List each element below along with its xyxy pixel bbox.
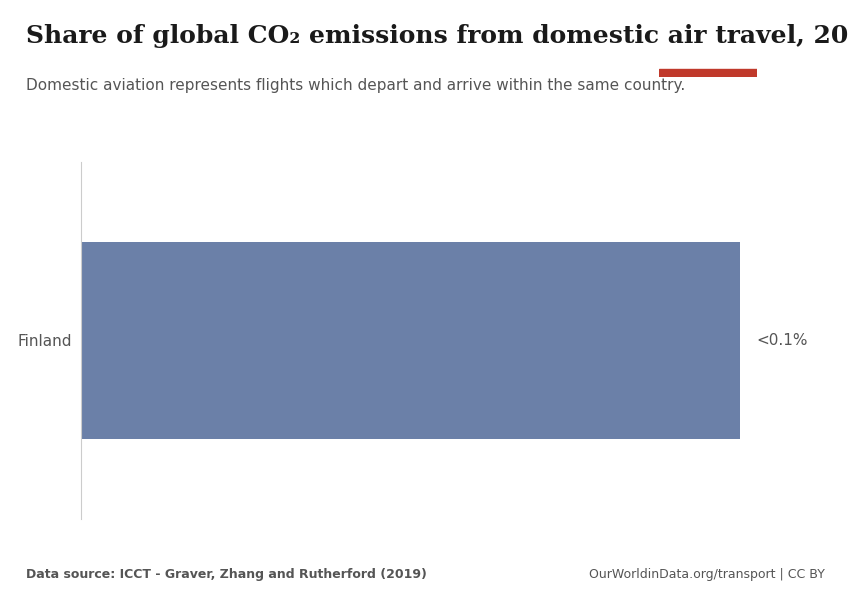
- Bar: [659, 69, 756, 77]
- Text: Data source: ICCT - Graver, Zhang and Rutherford (2019): Data source: ICCT - Graver, Zhang and Ru…: [26, 568, 427, 581]
- Text: <0.1%: <0.1%: [756, 333, 807, 348]
- Text: Share of global CO₂ emissions from domestic air travel, 2018: Share of global CO₂ emissions from domes…: [26, 24, 850, 48]
- Bar: [81, 242, 740, 439]
- Text: OurWorldinData.org/transport | CC BY: OurWorldinData.org/transport | CC BY: [588, 568, 824, 581]
- Text: Domestic aviation represents flights which depart and arrive within the same cou: Domestic aviation represents flights whi…: [26, 78, 685, 93]
- Text: Our World
in Data: Our World in Data: [674, 25, 741, 55]
